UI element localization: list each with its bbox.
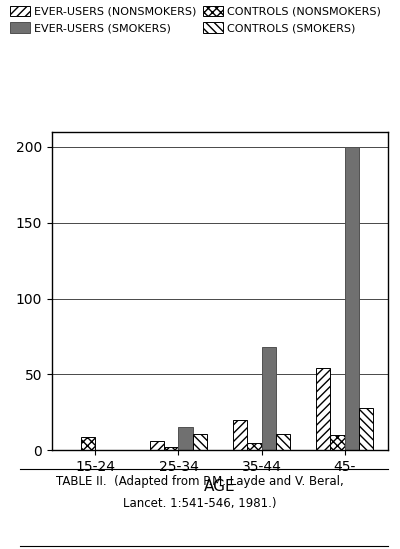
Bar: [233, 420, 247, 450]
Bar: [193, 434, 207, 450]
Bar: [330, 435, 344, 450]
Bar: [81, 436, 96, 450]
Bar: [150, 441, 164, 450]
Bar: [316, 368, 330, 450]
Bar: [247, 442, 262, 450]
Bar: [178, 428, 193, 450]
Text: Lancet. 1:541-546, 1981.): Lancet. 1:541-546, 1981.): [123, 497, 277, 510]
Legend: EVER-USERS (NONSMOKERS), EVER-USERS (SMOKERS), CONTROLS (NONSMOKERS), CONTROLS (: EVER-USERS (NONSMOKERS), EVER-USERS (SMO…: [10, 5, 381, 33]
Bar: [276, 434, 290, 450]
Text: TABLE II.  (Adapted from P.M. Layde and V. Beral,: TABLE II. (Adapted from P.M. Layde and V…: [56, 475, 344, 488]
Bar: [344, 147, 359, 450]
Bar: [164, 447, 178, 450]
X-axis label: AGE: AGE: [204, 479, 236, 495]
Bar: [262, 347, 276, 450]
Bar: [359, 408, 373, 450]
